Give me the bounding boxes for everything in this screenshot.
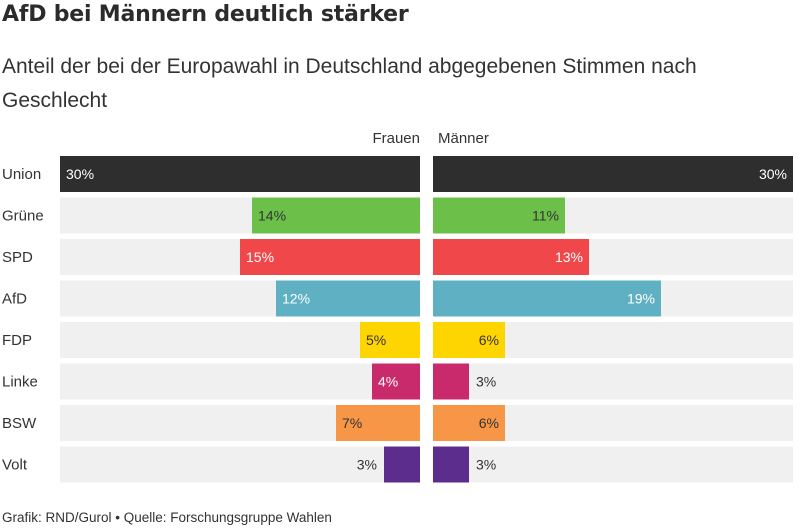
data-label-frauen-union: 30% xyxy=(66,166,94,182)
data-label-maenner-spd: 13% xyxy=(555,249,583,265)
data-label-frauen-volt: 3% xyxy=(357,457,377,473)
category-label-fdp: FDP xyxy=(2,332,32,349)
track-maenner-linke xyxy=(433,363,793,400)
chart-title: AfD bei Männern deutlich stärker xyxy=(2,2,409,27)
bar-maenner-linke xyxy=(433,363,469,400)
bar-maenner-bsw xyxy=(433,405,505,441)
data-label-maenner-linke: 3% xyxy=(476,374,496,390)
data-label-maenner-afd: 19% xyxy=(627,291,655,307)
bar-frauen-linke xyxy=(372,363,420,400)
track-frauen-linke xyxy=(60,363,420,400)
data-label-frauen-spd: 15% xyxy=(246,249,274,265)
category-label-linke: Linke xyxy=(2,374,38,391)
data-label-frauen-fdp: 5% xyxy=(366,332,386,348)
data-label-maenner-union: 30% xyxy=(759,166,787,182)
category-label-volt: Volt xyxy=(2,457,28,474)
data-label-frauen-gruene: 14% xyxy=(258,208,286,224)
bar-frauen-volt xyxy=(384,446,420,483)
data-label-maenner-volt: 3% xyxy=(476,457,496,473)
data-label-maenner-bsw: 6% xyxy=(479,415,499,431)
category-label-afd: AfD xyxy=(2,291,27,308)
series-header-frauen: Frauen xyxy=(372,130,420,147)
category-label-bsw: BSW xyxy=(2,415,37,432)
bar-maenner-union xyxy=(433,156,793,192)
category-label-gruene: Grüne xyxy=(2,208,44,225)
category-label-union: Union xyxy=(2,166,41,183)
data-label-maenner-fdp: 6% xyxy=(479,332,499,348)
data-label-frauen-afd: 12% xyxy=(282,291,310,307)
bar-maenner-afd xyxy=(433,280,661,317)
bar-frauen-spd xyxy=(240,239,420,275)
track-frauen-volt xyxy=(60,446,420,483)
track-maenner-volt xyxy=(433,446,793,483)
bar-chart: Union 30% 30% Grüne 14% 11% SPD 15% 13% AfD 12% 19%… xyxy=(2,156,793,483)
data-label-maenner-gruene: 11% xyxy=(532,208,559,224)
bar-maenner-fdp xyxy=(433,322,505,358)
series-header-maenner: Männer xyxy=(438,130,489,147)
chart-subtitle: Anteil der bei der Europawahl in Deutsch… xyxy=(2,55,697,112)
bar-frauen-fdp xyxy=(360,322,420,358)
chart-footer: Grafik: RND/Gurol • Quelle: Forschungsgr… xyxy=(2,510,332,525)
bar-maenner-spd xyxy=(433,239,589,275)
bar-frauen-bsw xyxy=(336,405,420,441)
bar-maenner-volt xyxy=(433,446,469,483)
bar-frauen-gruene xyxy=(252,197,420,234)
category-label-spd: SPD xyxy=(2,249,33,266)
data-label-frauen-linke: 4% xyxy=(378,374,398,390)
bar-frauen-union xyxy=(60,156,420,192)
bar-frauen-afd xyxy=(276,280,420,317)
bar-maenner-gruene xyxy=(433,197,565,234)
data-label-frauen-bsw: 7% xyxy=(342,415,362,431)
